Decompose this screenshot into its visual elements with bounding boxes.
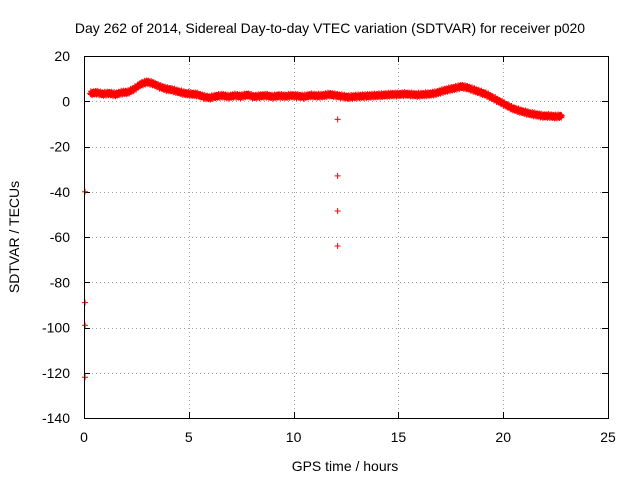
x-tick-label: 20 (495, 429, 511, 445)
x-tick-label: 25 (600, 429, 616, 445)
scatter-point-0h (82, 322, 89, 329)
y-tick-label: -40 (50, 184, 70, 200)
y-axis-label: SDTVAR / TECUs (6, 181, 22, 293)
scatter-point-0h (82, 374, 89, 381)
y-tick-label: -120 (42, 365, 70, 381)
scatter-point-0h (82, 299, 89, 306)
main-trace-point (558, 112, 565, 119)
x-axis-label: GPS time / hours (292, 458, 399, 474)
scatter-point-12h (334, 116, 341, 123)
x-tick-label: 10 (286, 429, 302, 445)
x-tick-label: 5 (185, 429, 193, 445)
y-tick-label: 20 (54, 48, 70, 64)
chart-title: Day 262 of 2014, Sidereal Day-to-day VTE… (75, 20, 585, 36)
scatter-point-12h (334, 207, 341, 214)
y-tick-label: 0 (62, 93, 70, 109)
axis-ticks: 0 5 10 15 20 25 20 0 -20 -40 -60 -80 -100 -120 -140 (42, 48, 616, 445)
plot-frame (84, 56, 609, 419)
main-trace-point (558, 112, 565, 119)
data-points (82, 77, 565, 381)
y-tick-label: -20 (50, 139, 70, 155)
x-tick-label: 15 (391, 429, 407, 445)
scatter-point-12h (334, 243, 341, 250)
grid-lines (84, 56, 608, 418)
scatter-point-0h (82, 188, 89, 195)
y-tick-label: -100 (42, 320, 70, 336)
y-tick-label: -60 (50, 229, 70, 245)
y-tick-label: -140 (42, 410, 70, 426)
x-tick-label: 0 (80, 429, 88, 445)
scatter-point-12h (334, 172, 341, 179)
y-tick-label: -80 (50, 274, 70, 290)
